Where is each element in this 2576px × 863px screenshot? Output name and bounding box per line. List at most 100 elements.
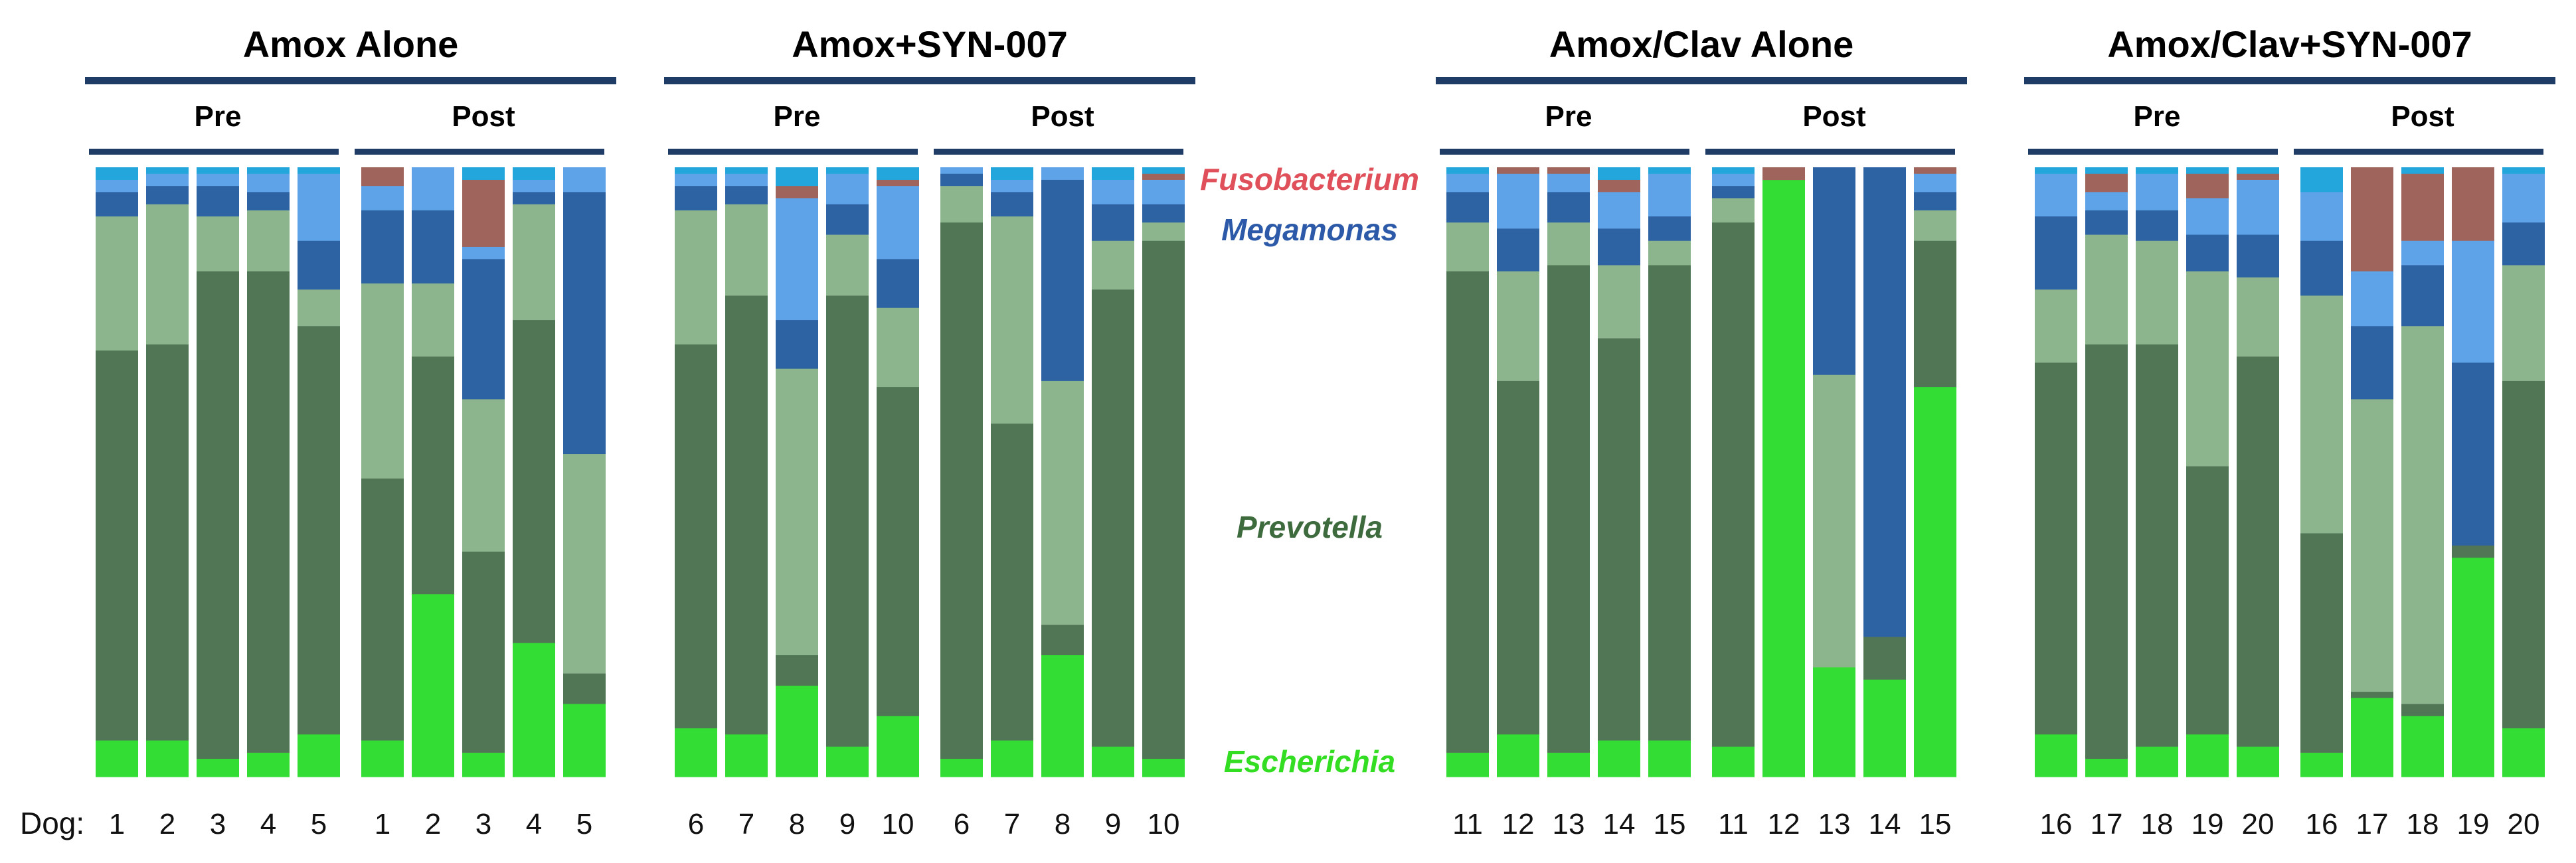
segment-megamonas [675, 185, 717, 210]
segment-fusobacterium [2351, 167, 2393, 272]
segment-other-firmicutes [462, 246, 505, 260]
bar-amox-syn-007-pre-dog-6 [675, 167, 717, 777]
segment-escherichia [247, 752, 290, 777]
segment-other [2237, 167, 2279, 174]
segment-escherichia [1712, 746, 1755, 777]
segment-escherichia [197, 758, 239, 777]
segment-escherichia [146, 740, 189, 777]
segment-other-bacteroidales [412, 283, 454, 357]
segment-escherichia [1598, 740, 1640, 777]
segment-prevotella [513, 319, 555, 643]
segment-escherichia [1041, 655, 1084, 777]
segment-prevotella [298, 325, 340, 735]
segment-escherichia [1547, 752, 1590, 777]
dog-tick-amox-syn-007-pre-7: 7 [738, 808, 754, 840]
segment-prevotella [2401, 703, 2444, 716]
segment-prevotella [96, 350, 138, 741]
segment-megamonas [298, 240, 340, 290]
dog-tick-amox-syn-007-pre-6: 6 [688, 808, 704, 840]
segment-other-bacteroidales [2136, 240, 2178, 345]
segment-prevotella [2035, 362, 2077, 735]
segment-megamonas [1914, 191, 1956, 210]
segment-escherichia [2300, 752, 2343, 777]
segment-escherichia [96, 740, 138, 777]
segment-prevotella [2452, 545, 2494, 558]
segment-escherichia [1914, 386, 1956, 777]
segment-megamonas [1142, 204, 1185, 223]
bar-amox-clav-syn-007-pre-dog-20 [2237, 167, 2279, 777]
segment-other [776, 167, 818, 187]
segment-other-firmicutes [2351, 271, 2393, 327]
group-rule-amox-clav-syn-007 [2024, 77, 2555, 84]
segment-fusobacterium [1142, 173, 1185, 180]
segment-megamonas [1041, 179, 1084, 381]
segment-other [2136, 167, 2178, 174]
segment-other-bacteroidales [991, 216, 1033, 424]
segment-megamonas [2035, 216, 2077, 290]
phase-label-amox-alone-pre: Pre [195, 100, 242, 133]
bar-amox-syn-007-pre-dog-9 [826, 167, 869, 777]
segment-prevotella [1598, 338, 1640, 741]
segment-fusobacterium [776, 185, 818, 198]
bar-amox-syn-007-pre-dog-8 [776, 167, 818, 777]
phase-rule-amox-syn-007-post [934, 149, 1183, 155]
dog-tick-amox-alone-post-1: 1 [375, 808, 390, 840]
segment-other [675, 167, 717, 174]
phase-label-amox-clav-syn-007-pre: Pre [2134, 100, 2181, 133]
segment-other-bacteroidales [1813, 374, 1855, 668]
segment-escherichia [2136, 746, 2178, 777]
bar-amox-syn-007-pre-dog-7 [725, 167, 768, 777]
segment-other-bacteroidales [1598, 264, 1640, 339]
segment-other-firmicutes [2300, 191, 2343, 241]
segment-prevotella [1914, 240, 1956, 388]
bar-amox-clav-alone-post-dog-11 [1712, 167, 1755, 777]
segment-prevotella [197, 271, 239, 759]
segment-megamonas [940, 173, 983, 187]
segment-fusobacterium [1497, 167, 1539, 174]
segment-other-firmicutes [1041, 167, 1084, 180]
phase-rule-amox-clav-alone-post [1705, 149, 1955, 155]
segment-other-bacteroidales [826, 234, 869, 296]
segment-other [826, 167, 869, 174]
segment-escherichia [1648, 740, 1691, 777]
dog-tick-amox-syn-007-post-8: 8 [1055, 808, 1071, 840]
segment-escherichia [2401, 716, 2444, 777]
phase-rule-amox-clav-syn-007-post [2294, 149, 2543, 155]
segment-escherichia [2035, 734, 2077, 777]
segment-prevotella [2136, 344, 2178, 747]
segment-megamonas [826, 204, 869, 235]
bar-amox-alone-post-dog-2 [412, 167, 454, 777]
segment-other-firmicutes [1914, 173, 1956, 193]
segment-megamonas [96, 191, 138, 217]
bar-amox-clav-alone-post-dog-14 [1863, 167, 1906, 777]
segment-escherichia [1446, 752, 1489, 777]
segment-prevotella [563, 672, 606, 704]
segment-other [2085, 167, 2128, 174]
bar-amox-alone-post-dog-1 [361, 167, 404, 777]
segment-prevotella [776, 655, 818, 686]
dog-tick-amox-clav-syn-007-pre-20: 20 [2242, 808, 2275, 840]
segment-escherichia [2237, 746, 2279, 777]
phase-rule-amox-clav-alone-pre [1440, 149, 1689, 155]
dog-tick-amox-clav-alone-post-11: 11 [1718, 808, 1749, 840]
segment-other-firmicutes [877, 185, 919, 260]
segment-other [1712, 167, 1755, 174]
bar-amox-clav-alone-pre-dog-15 [1648, 167, 1691, 777]
segment-other-firmicutes [197, 173, 239, 187]
segment-other-firmicutes [1142, 179, 1185, 204]
bar-amox-clav-syn-007-pre-dog-19 [2186, 167, 2229, 777]
segment-megamonas [1598, 228, 1640, 266]
bar-amox-alone-pre-dog-5 [298, 167, 340, 777]
segment-other-bacteroidales [2401, 325, 2444, 704]
bar-amox-clav-syn-007-pre-dog-18 [2136, 167, 2178, 777]
segment-other-bacteroidales [1648, 240, 1691, 266]
dog-tick-amox-clav-syn-007-post-16: 16 [2306, 808, 2338, 840]
bar-amox-alone-pre-dog-2 [146, 167, 189, 777]
phase-label-amox-syn-007-pre: Pre [774, 100, 821, 133]
segment-prevotella [1863, 636, 1906, 680]
genus-label-escherichia: Escherichia [1224, 744, 1395, 779]
segment-megamonas [2300, 240, 2343, 296]
group-rule-amox-clav-alone [1436, 77, 1967, 84]
dog-tick-amox-clav-alone-post-15: 15 [1919, 808, 1952, 840]
segment-escherichia [826, 746, 869, 777]
